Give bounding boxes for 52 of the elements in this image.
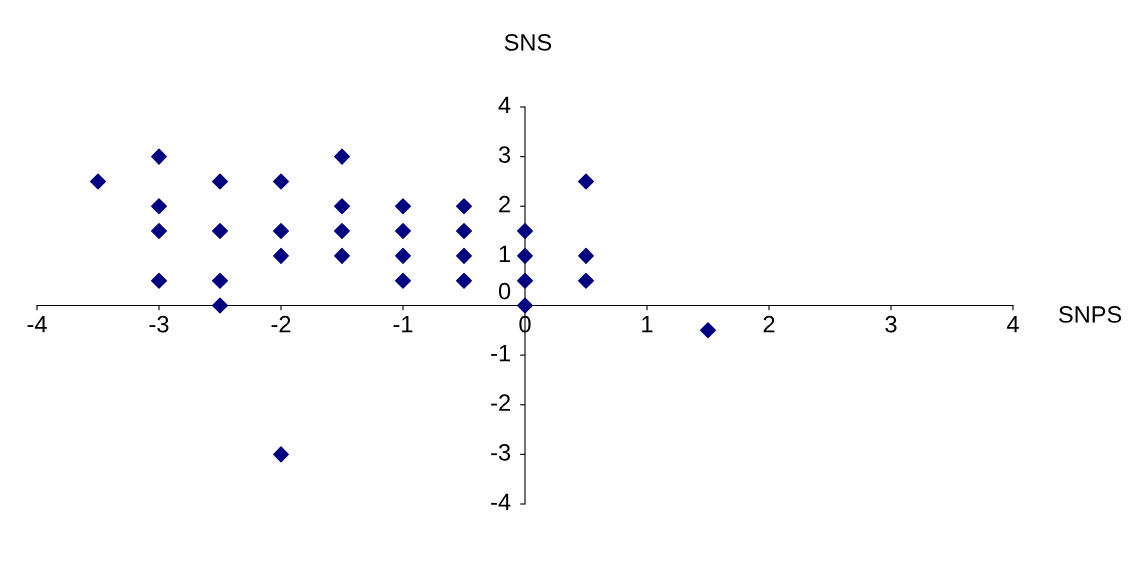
point — [212, 173, 228, 190]
point — [334, 223, 350, 240]
point — [517, 223, 533, 240]
point — [578, 272, 594, 289]
point — [517, 272, 533, 289]
point — [700, 322, 716, 339]
point — [517, 297, 533, 314]
point — [395, 223, 411, 240]
y-tick-label: -2 — [491, 394, 510, 411]
point — [334, 148, 350, 165]
y-tick-label: 3 — [498, 146, 511, 163]
y-tick-label: 0 — [498, 282, 511, 300]
y-tick-label: 1 — [499, 245, 510, 262]
y-tick-label: 2 — [499, 195, 510, 213]
x-tick-label: -1 — [393, 316, 413, 333]
point — [334, 247, 350, 264]
point — [151, 198, 167, 215]
point — [151, 272, 167, 289]
point — [273, 446, 289, 463]
point — [578, 173, 594, 190]
x-tick-label: 2 — [763, 315, 775, 333]
point — [90, 173, 106, 190]
y-tick-label: -1 — [491, 344, 510, 362]
point — [395, 247, 411, 264]
point — [456, 223, 472, 240]
x-tick-label: -2 — [271, 315, 291, 333]
point — [273, 223, 289, 240]
y-tick-label: -4 — [491, 493, 511, 511]
x-tick-label: 1 — [642, 316, 653, 333]
x-tick-label: 4 — [1006, 316, 1019, 333]
point — [334, 198, 350, 215]
x-tick-label: -4 — [27, 316, 47, 333]
point — [517, 247, 533, 264]
point — [273, 247, 289, 264]
point — [151, 223, 167, 240]
x-tick-label: 3 — [885, 315, 897, 333]
point — [151, 148, 167, 165]
x-axis-title: SNPS — [1059, 306, 1122, 323]
point — [456, 272, 472, 289]
y-axis-title: SNS — [504, 34, 552, 51]
point — [212, 297, 228, 314]
point — [456, 247, 472, 264]
point — [456, 198, 472, 215]
y-tick-label: 4 — [498, 96, 511, 114]
point — [395, 198, 411, 215]
y-tick-label: -3 — [491, 443, 511, 461]
point — [212, 272, 228, 289]
point — [273, 173, 289, 190]
point — [578, 247, 594, 264]
point — [395, 272, 411, 289]
x-tick-label: -3 — [149, 315, 169, 333]
point — [212, 223, 228, 240]
